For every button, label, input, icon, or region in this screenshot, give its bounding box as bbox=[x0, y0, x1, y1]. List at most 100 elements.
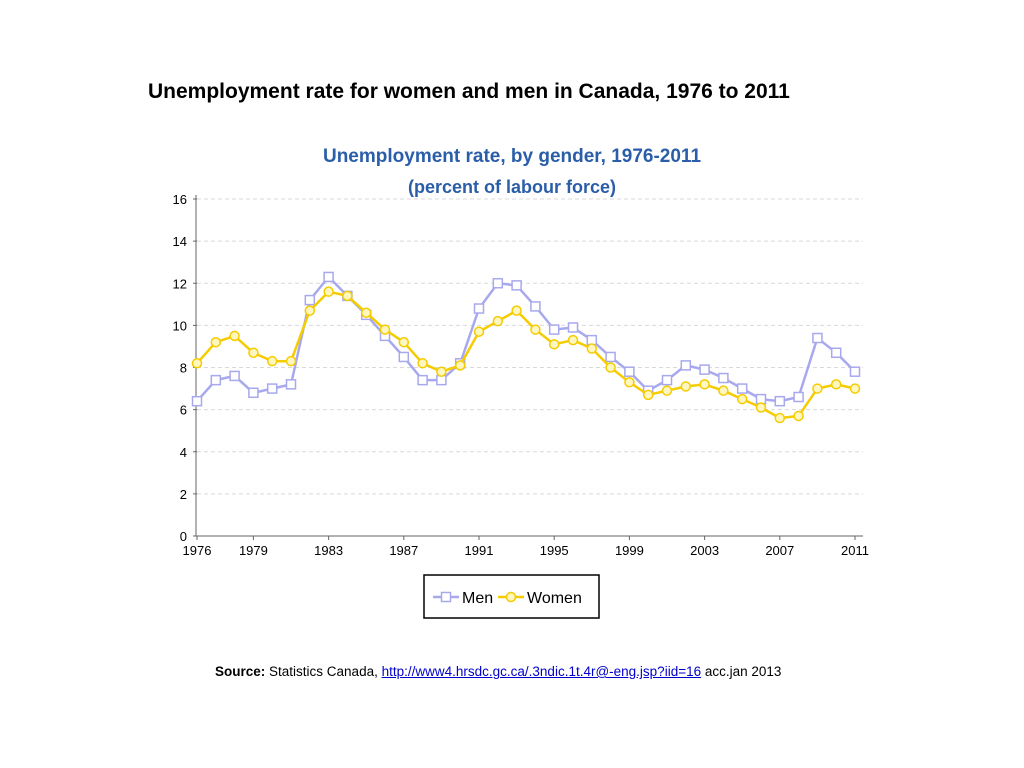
data-point-women bbox=[511, 305, 522, 316]
data-point-women bbox=[624, 376, 635, 388]
data-point-men bbox=[661, 374, 673, 386]
data-point-men bbox=[774, 395, 786, 407]
data-point-men bbox=[736, 383, 748, 394]
x-tick-label: 1979 bbox=[239, 543, 268, 558]
data-point-men bbox=[793, 391, 804, 403]
data-point-women bbox=[812, 383, 823, 394]
legend: Men Women bbox=[423, 574, 600, 619]
data-point-men bbox=[398, 351, 410, 363]
data-point-men bbox=[492, 278, 504, 289]
data-point-women bbox=[492, 315, 504, 327]
x-tick-label: 1995 bbox=[540, 543, 569, 558]
data-point-women bbox=[360, 307, 372, 318]
data-point-men bbox=[511, 280, 522, 291]
data-point-women bbox=[210, 336, 222, 348]
axes: 0 2 4 6 8 10 12 14 16 1976 1979 1983 1987 1991 1995 199… bbox=[173, 192, 869, 558]
data-point-men bbox=[210, 374, 222, 386]
x-tick-label: 1987 bbox=[389, 543, 418, 558]
data-point-men bbox=[417, 374, 428, 386]
data-point-men bbox=[605, 351, 616, 363]
data-point-men bbox=[624, 366, 635, 377]
data-point-women bbox=[849, 383, 861, 394]
data-point-women bbox=[342, 290, 353, 302]
data-point-men bbox=[229, 370, 240, 382]
x-tick-label: 2003 bbox=[690, 543, 719, 558]
source-label: Source: bbox=[215, 664, 266, 679]
x-tick-label: 1976 bbox=[183, 543, 212, 558]
x-tick-label: 1991 bbox=[465, 543, 494, 558]
data-point-women bbox=[191, 358, 203, 369]
data-point-men bbox=[548, 324, 560, 335]
data-point-women bbox=[680, 381, 692, 392]
x-tick-label: 2011 bbox=[841, 543, 869, 558]
data-point-men bbox=[718, 372, 729, 384]
data-point-women bbox=[661, 385, 673, 396]
y-tick-label: 8 bbox=[180, 361, 187, 376]
data-point-men bbox=[567, 322, 579, 333]
source-text: Statistics Canada, bbox=[269, 664, 378, 679]
legend-label-men: Men bbox=[462, 590, 493, 607]
data-point-men bbox=[473, 303, 485, 314]
data-point-women bbox=[473, 326, 485, 337]
data-point-women bbox=[398, 336, 410, 348]
y-tick-label: 14 bbox=[173, 234, 187, 249]
x-tick-label: 2007 bbox=[765, 543, 794, 558]
chart-title: Unemployment rate, by gender, 1976-2011 bbox=[323, 146, 701, 167]
y-tick-label: 6 bbox=[180, 403, 187, 418]
x-tick-label: 1999 bbox=[615, 543, 644, 558]
data-point-women bbox=[548, 339, 560, 350]
source-citation: Source: Statistics Canada, http://www4.h… bbox=[215, 664, 781, 679]
data-point-women bbox=[567, 334, 579, 346]
data-point-women bbox=[417, 358, 428, 369]
y-tick-label: 0 bbox=[180, 529, 187, 544]
data-point-women bbox=[323, 286, 334, 297]
data-point-women bbox=[755, 402, 767, 413]
data-point-women bbox=[718, 385, 729, 396]
data-point-women bbox=[454, 360, 466, 371]
data-point-men bbox=[530, 301, 541, 312]
chart-subtitle: (percent of labour force) bbox=[408, 177, 616, 197]
page-title: Unemployment rate for women and men in C… bbox=[148, 80, 790, 103]
data-point-men bbox=[323, 271, 334, 283]
data-point-men bbox=[586, 334, 598, 346]
data-point-women bbox=[266, 355, 278, 367]
data-point-women bbox=[736, 393, 748, 405]
data-point-women bbox=[248, 347, 259, 359]
data-point-men bbox=[191, 395, 203, 407]
data-point-men bbox=[680, 360, 692, 371]
data-point-men bbox=[248, 387, 259, 399]
data-point-women bbox=[793, 410, 804, 422]
source-link[interactable]: http://www4.hrsdc.gc.ca/.3ndic.1t.4r@-en… bbox=[381, 664, 702, 679]
data-point-men bbox=[699, 364, 710, 375]
legend-marker-men bbox=[440, 591, 452, 603]
x-tick-label: 1983 bbox=[314, 543, 343, 558]
data-point-women bbox=[605, 362, 616, 373]
data-point-women bbox=[379, 324, 391, 335]
data-point-men bbox=[436, 374, 447, 386]
data-point-women bbox=[642, 389, 654, 401]
y-tick-label: 10 bbox=[173, 318, 187, 333]
data-point-women bbox=[699, 379, 710, 390]
legend-label-women: Women bbox=[527, 590, 582, 607]
data-point-men bbox=[266, 383, 278, 394]
y-tick-label: 16 bbox=[173, 192, 187, 207]
line-chart: Unemployment rate, by gender, 1976-2011 … bbox=[173, 146, 869, 619]
source-suffix: acc.jan 2013 bbox=[704, 664, 782, 679]
data-point-women bbox=[530, 324, 541, 335]
data-point-men bbox=[812, 332, 823, 344]
data-point-men bbox=[755, 393, 767, 405]
y-tick-label: 2 bbox=[180, 487, 187, 502]
data-point-men bbox=[849, 366, 861, 377]
legend-marker-women bbox=[505, 591, 517, 603]
data-point-women bbox=[304, 305, 316, 316]
data-point-women bbox=[229, 330, 240, 342]
data-point-men bbox=[830, 347, 842, 359]
data-point-women bbox=[774, 412, 786, 424]
y-tick-label: 4 bbox=[180, 445, 187, 460]
data-point-men bbox=[285, 379, 297, 390]
data-point-women bbox=[285, 355, 297, 367]
data-point-men bbox=[304, 294, 316, 306]
data-point-women bbox=[436, 366, 447, 377]
series-group bbox=[191, 271, 861, 424]
y-tick-label: 12 bbox=[173, 276, 187, 291]
